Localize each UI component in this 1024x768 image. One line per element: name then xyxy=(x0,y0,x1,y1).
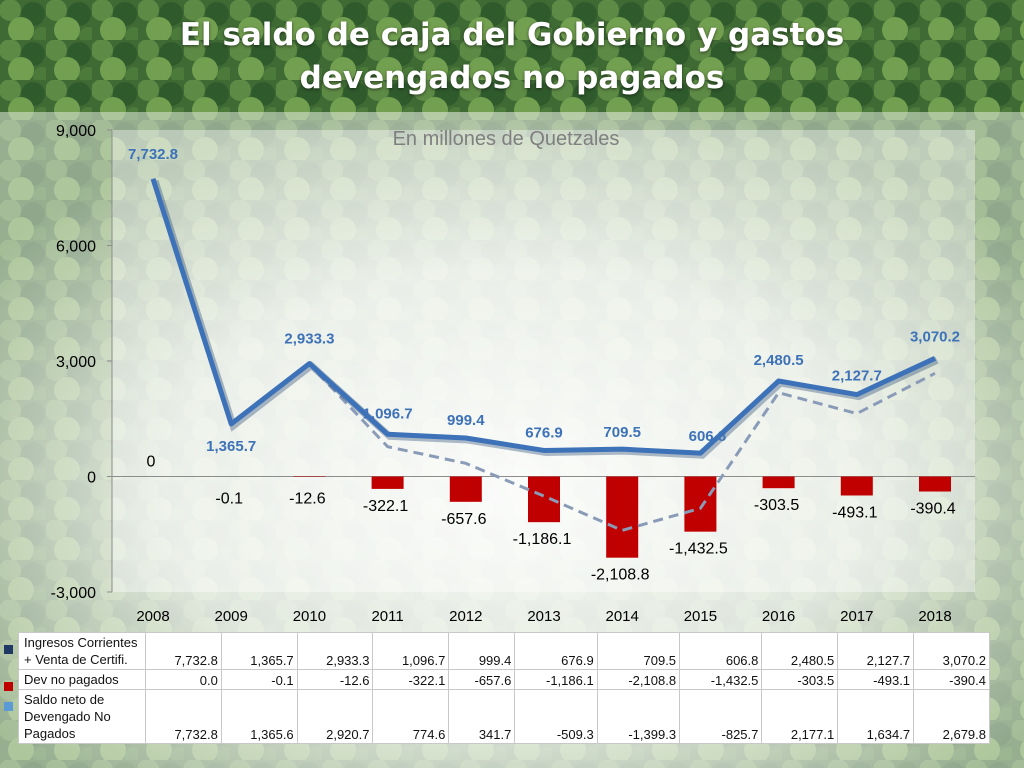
legend-key xyxy=(4,644,13,654)
y-tick-label: 9,000 xyxy=(56,123,96,140)
page-title: El saldo de caja del Gobierno y gastos d… xyxy=(0,14,1024,100)
x-tick-label: 2008 xyxy=(136,608,169,625)
bar-series xyxy=(215,476,951,558)
data-label-dev: -322.1 xyxy=(363,498,408,515)
table-cell: 1,365.7 xyxy=(220,632,298,670)
data-label-ingresos: 1,365.7 xyxy=(206,438,256,455)
x-tick-label: 2009 xyxy=(215,608,248,625)
x-tick-label: 2017 xyxy=(840,608,873,625)
table-cell: 774.6 xyxy=(372,689,450,744)
table-row: Dev no pagados 0.0 -0.1 -12.6 -322.1 -657.6 -1… xyxy=(18,669,990,690)
data-label-ingresos: 2,933.3 xyxy=(284,331,334,348)
table-cell: -657.6 xyxy=(448,669,516,690)
table-cell: -1,432.5 xyxy=(679,669,763,690)
table-cell: 7,732.8 xyxy=(145,689,222,744)
data-label-dev: -2,108.8 xyxy=(591,567,650,584)
row-label: Ingresos Corrientes + Venta de Certifi. xyxy=(18,632,146,670)
table-cell: 2,127.7 xyxy=(837,632,915,670)
x-tick-label: 2015 xyxy=(684,608,717,625)
table-cell: -1,186.1 xyxy=(514,669,598,690)
data-label-ingresos: 2,127.7 xyxy=(832,368,882,385)
x-tick-label: 2011 xyxy=(371,608,403,625)
bar-dev-no-pagados xyxy=(371,476,404,489)
row-label: Saldo neto de Devengado No Pagados xyxy=(18,689,146,744)
table-cell: 2,933.3 xyxy=(296,632,374,670)
table-cell: 676.9 xyxy=(514,632,598,670)
data-label-dev: -303.5 xyxy=(754,497,799,514)
x-tick-label: 2010 xyxy=(293,608,326,625)
table-cell: -825.7 xyxy=(679,689,763,744)
table-cell: 7,732.8 xyxy=(145,632,222,670)
table-cell: -509.3 xyxy=(514,689,598,744)
table-cell: 2,920.7 xyxy=(296,689,374,744)
y-tick-label: 6,000 xyxy=(56,239,96,256)
y-tick-label: 3,000 xyxy=(56,354,96,371)
data-label-ingresos: 2,480.5 xyxy=(754,352,804,369)
row-label: Dev no pagados xyxy=(18,669,146,690)
table-cell: -0.1 xyxy=(220,669,298,690)
x-tick-label: 2018 xyxy=(918,608,951,625)
title-line-2: devengados no pagados xyxy=(299,60,725,96)
table-cell: -12.6 xyxy=(296,669,374,690)
table-row: Ingresos Corrientes + Venta de Certifi. 7… xyxy=(18,632,990,670)
bar-dev-no-pagados xyxy=(684,476,717,532)
data-label-dev: 0 xyxy=(147,454,156,471)
data-label-dev: -12.6 xyxy=(289,491,326,508)
data-label-ingresos: 7,732.8 xyxy=(128,146,178,163)
data-label-dev: -0.1 xyxy=(215,491,243,508)
table-cell: 1,634.7 xyxy=(837,689,915,744)
data-label-ingresos: 709.5 xyxy=(603,424,641,441)
table-cell: 0.0 xyxy=(145,669,222,690)
table-cell: 2,177.1 xyxy=(761,689,839,744)
table-cell: -493.1 xyxy=(837,669,915,690)
table-cell: -322.1 xyxy=(372,669,450,690)
table-cell: -2,108.8 xyxy=(596,669,681,690)
table-cell: 3,070.2 xyxy=(913,632,990,670)
bar-dev-no-pagados xyxy=(449,476,482,502)
data-label-ingresos: 1,096.7 xyxy=(363,405,413,422)
x-tick-label: 2012 xyxy=(449,608,482,625)
data-label-dev: -1,432.5 xyxy=(669,541,728,558)
bar-dev-no-pagados xyxy=(840,476,873,496)
data-label-dev: -1,186.1 xyxy=(513,531,572,548)
plot-panel xyxy=(112,130,975,592)
chart: 9,000 6,000 3,000 0 -3,000 2008 2009 2010 2011 20… xyxy=(51,123,975,625)
line-series xyxy=(150,178,939,532)
table-cell: -1,399.3 xyxy=(596,689,681,744)
data-label-dev: -493.1 xyxy=(832,504,877,521)
table-cell: 341.7 xyxy=(448,689,516,744)
table-cell: 2,679.8 xyxy=(913,689,990,744)
table-cell: 2,480.5 xyxy=(761,632,839,670)
line-ingresos xyxy=(150,178,937,456)
table-cell: 999.4 xyxy=(448,632,516,670)
data-table: Ingresos Corrientes + Venta de Certifi. 7… xyxy=(18,632,990,744)
y-tick-label: -3,000 xyxy=(51,585,96,602)
data-label-ingresos: 676.9 xyxy=(525,424,563,441)
x-tick-label: 2014 xyxy=(606,608,639,625)
data-label-dev: -657.6 xyxy=(441,511,486,528)
data-label-ingresos: 3,070.2 xyxy=(910,328,960,345)
data-labels: 7,732.8 1,365.7 2,933.3 1,096.7 999.4 676.9 70… xyxy=(128,146,960,584)
table-cell: -390.4 xyxy=(913,669,990,690)
y-tick-label: 0 xyxy=(87,470,96,487)
data-label-ingresos: 999.4 xyxy=(447,412,485,429)
bar-dev-no-pagados xyxy=(528,476,560,523)
bar-dev-no-pagados xyxy=(762,476,795,489)
table-cell: 1,365.6 xyxy=(220,689,298,744)
data-label-ingresos: 606.8 xyxy=(689,428,727,445)
legend-key xyxy=(4,701,13,711)
legend-key xyxy=(4,681,13,691)
table-cell: 709.5 xyxy=(596,632,681,670)
bar-dev-no-pagados xyxy=(919,476,951,492)
table-row: Saldo neto de Devengado No Pagados 7,732.… xyxy=(18,689,990,744)
x-tick-label: 2016 xyxy=(762,608,795,625)
table-cell: 606.8 xyxy=(679,632,763,670)
title-line-1: El saldo de caja del Gobierno y gastos xyxy=(179,17,845,53)
data-label-dev: -390.4 xyxy=(910,501,955,518)
table-cell: 1,096.7 xyxy=(372,632,450,670)
x-tick-label: 2013 xyxy=(527,608,560,625)
bar-dev-no-pagados xyxy=(606,476,639,558)
chart-subtitle: En millones de Quetzales xyxy=(393,128,620,150)
table-cell: -303.5 xyxy=(761,669,839,690)
